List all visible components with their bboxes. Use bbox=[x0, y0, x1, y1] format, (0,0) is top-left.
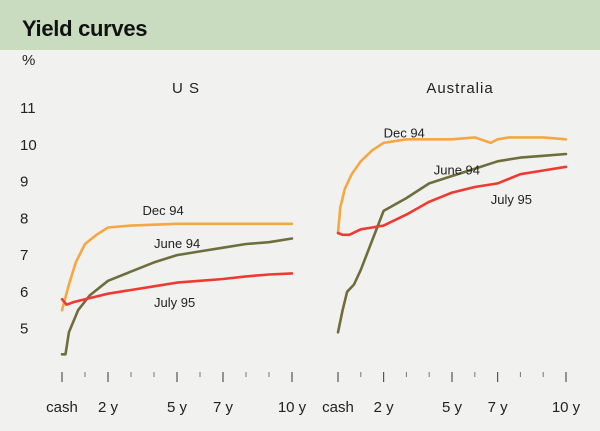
y-axis-labels: 11 10 9 8 7 6 5 bbox=[20, 100, 37, 338]
series-line-july-95 bbox=[336, 165, 568, 237]
series-line-june-94 bbox=[336, 152, 568, 334]
y-tick-label-11: 11 bbox=[20, 100, 36, 117]
series-line-dec-94 bbox=[336, 136, 568, 235]
y-tick-label-8: 8 bbox=[20, 210, 28, 227]
series-line-july-95 bbox=[60, 272, 294, 307]
australia-panel: Australia cash 2 y 5 y 7 y 10 y Dec 94 June 94 J… bbox=[322, 80, 581, 416]
series-annotation: July 95 bbox=[154, 295, 195, 310]
series-annotation: June 94 bbox=[154, 236, 200, 251]
series-line-dec-94 bbox=[60, 222, 294, 312]
x-tick-label: cash bbox=[46, 399, 78, 416]
series-line-june-94 bbox=[60, 237, 294, 356]
x-tick-label: 10 y bbox=[552, 399, 581, 416]
x-axis: cash 2 y 5 y 7 y 10 y bbox=[46, 372, 307, 416]
panel-title: U S bbox=[172, 80, 200, 97]
y-tick-label-6: 6 bbox=[20, 284, 28, 301]
x-axis: cash 2 y 5 y 7 y 10 y bbox=[322, 372, 581, 416]
x-tick-label: 7 y bbox=[488, 399, 509, 416]
x-tick-label: cash bbox=[322, 399, 354, 416]
chart-title: Yield curves bbox=[22, 16, 148, 41]
x-tick-label: 2 y bbox=[374, 399, 395, 416]
series-annotation: June 94 bbox=[434, 163, 480, 178]
series-annotation: July 95 bbox=[491, 192, 532, 207]
x-tick-label: 2 y bbox=[98, 399, 119, 416]
y-unit-label: % bbox=[22, 52, 36, 69]
x-tick-label: 10 y bbox=[278, 399, 307, 416]
y-tick-label-5: 5 bbox=[20, 321, 28, 338]
header-band bbox=[0, 0, 600, 50]
y-tick-label-10: 10 bbox=[20, 137, 37, 154]
us-panel: U S cash 2 y 5 y 7 y 10 y Dec 94 June 94 July 95 bbox=[46, 80, 307, 416]
y-tick-label-9: 9 bbox=[20, 174, 28, 191]
series-annotation: Dec 94 bbox=[384, 126, 425, 141]
panel-title: Australia bbox=[426, 80, 493, 97]
x-tick-label: 5 y bbox=[167, 399, 188, 416]
x-tick-label: 7 y bbox=[213, 399, 234, 416]
y-tick-label-7: 7 bbox=[20, 247, 28, 264]
x-tick-label: 5 y bbox=[442, 399, 463, 416]
series-annotation: Dec 94 bbox=[143, 203, 184, 218]
